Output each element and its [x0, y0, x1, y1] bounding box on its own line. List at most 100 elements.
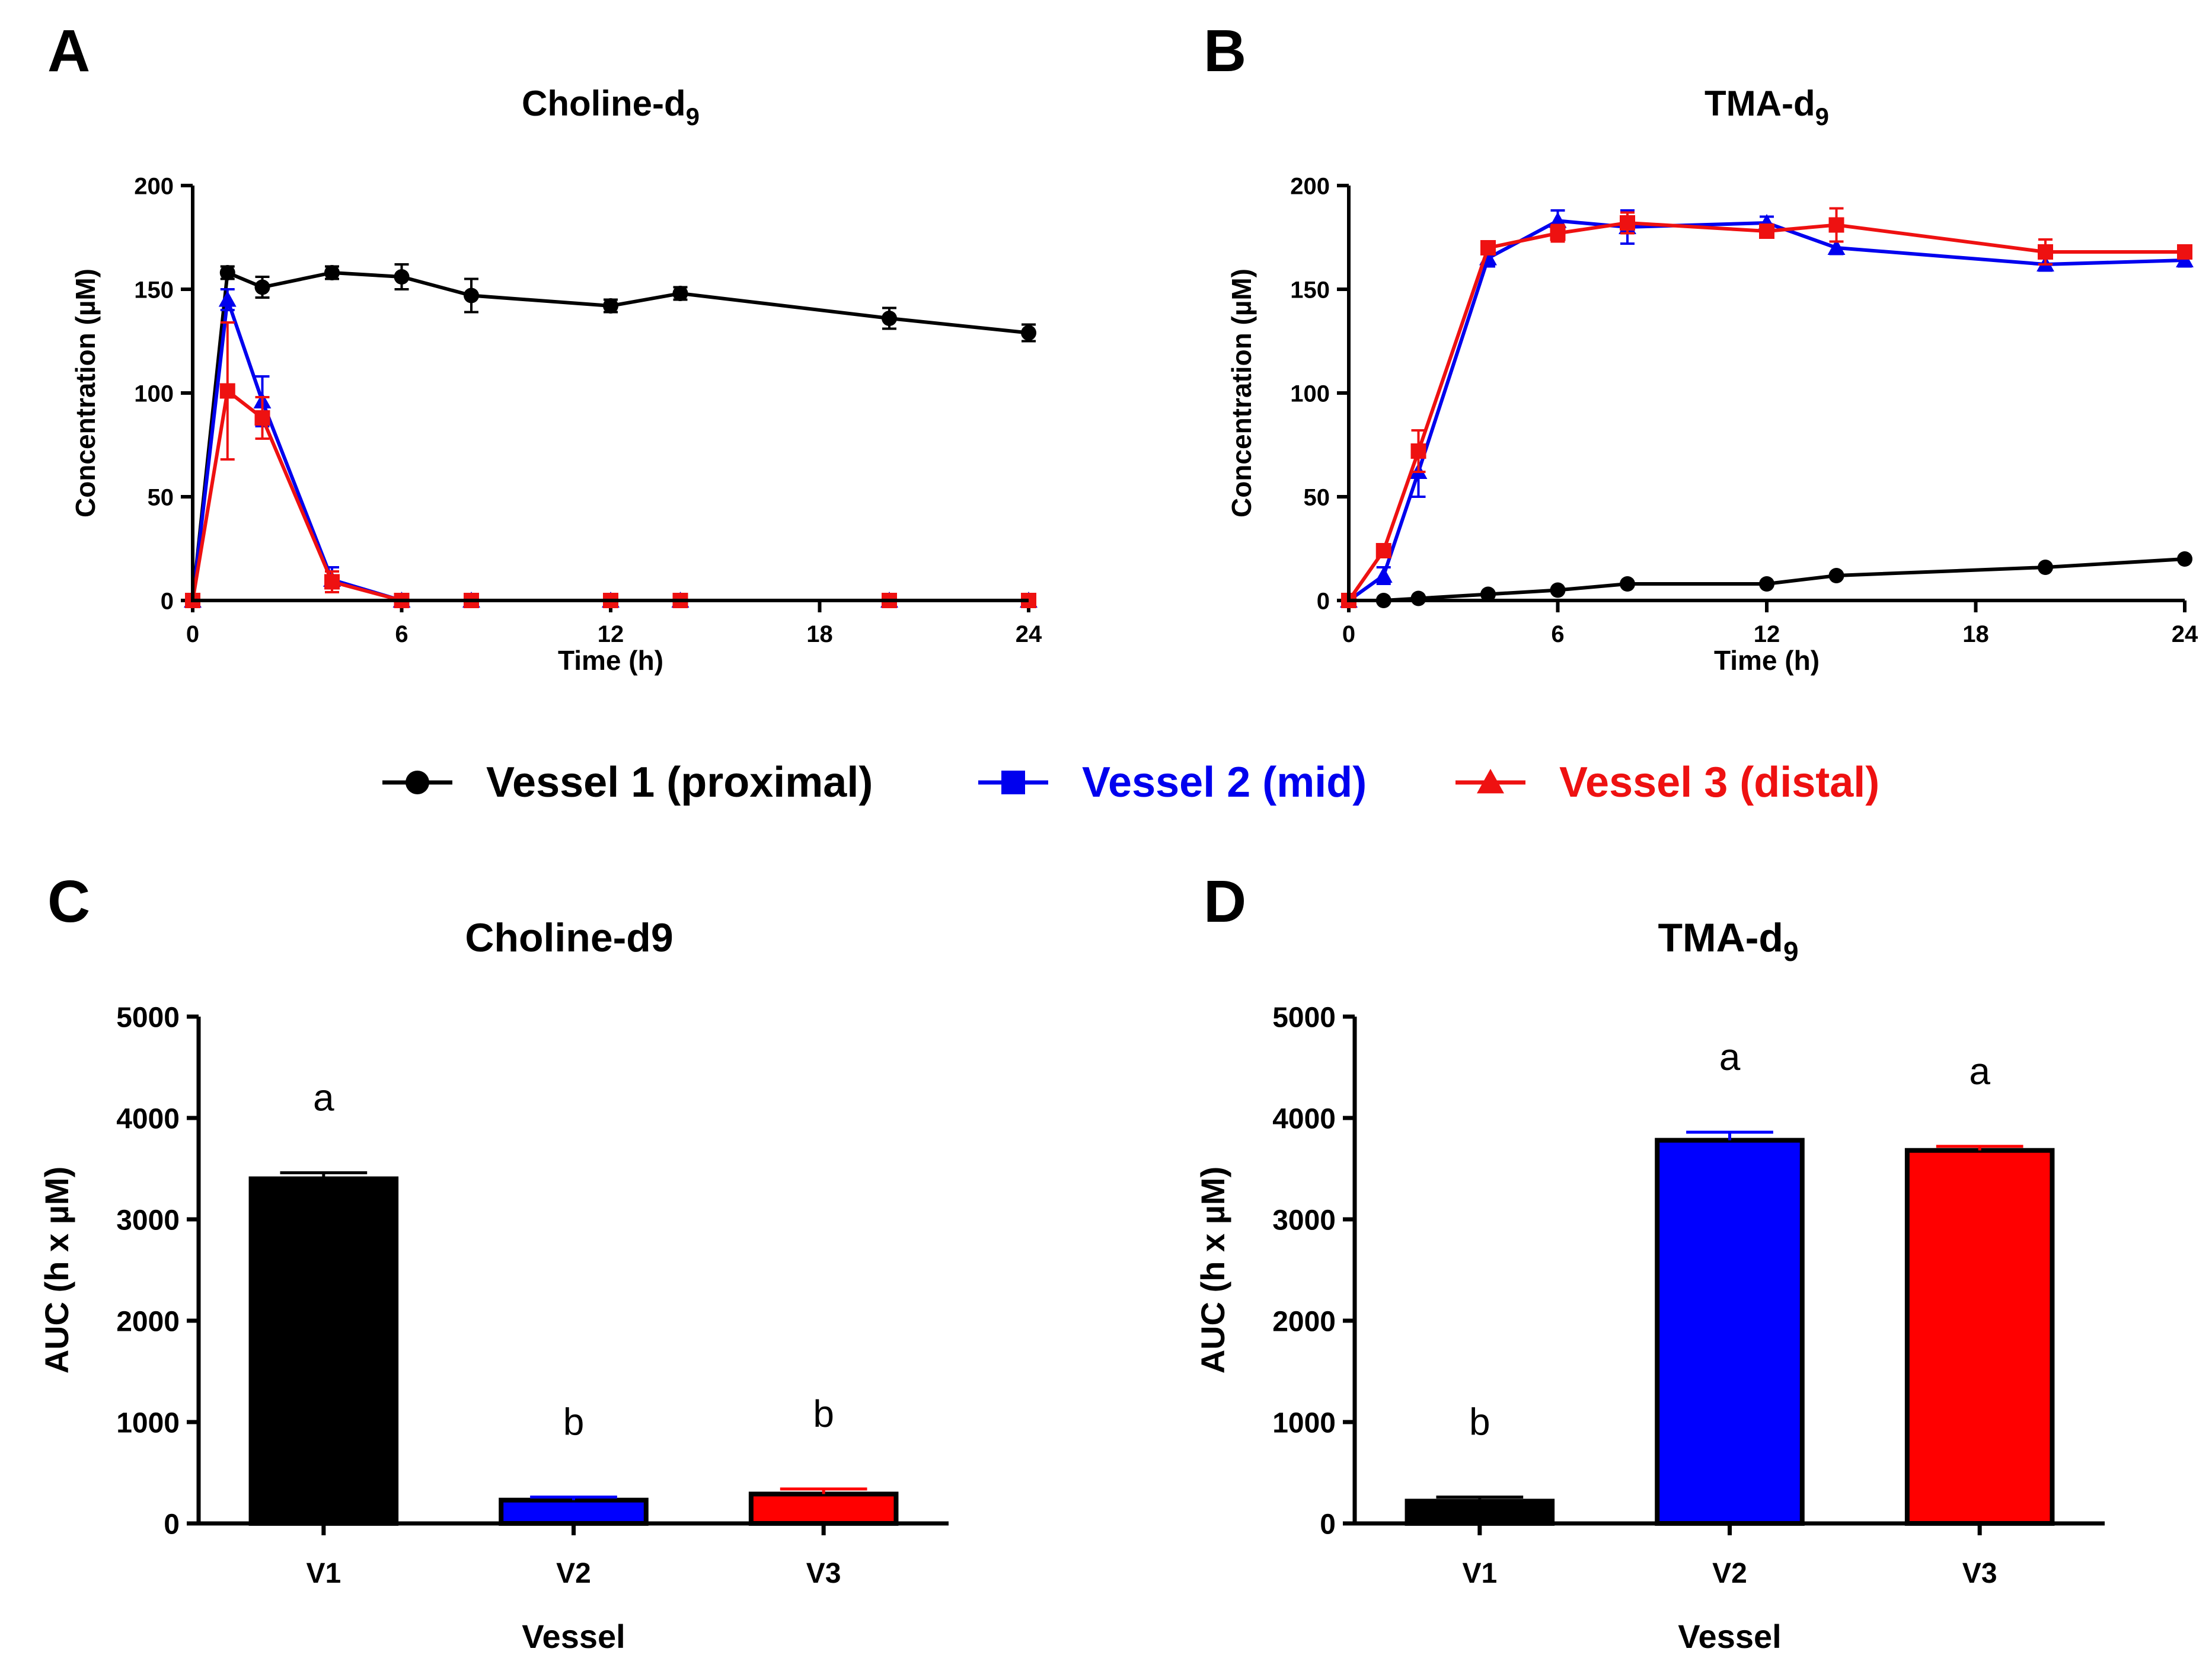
data-point	[1827, 239, 1846, 255]
legend-item-3: Vessel 3 (distal)	[1455, 759, 1879, 806]
panel-c: C Choline-d9 0 1000 2000 3000 4000 5000 AUC (h x…	[38, 868, 949, 1655]
bar-v1	[248, 1176, 399, 1526]
legend-label: Vessel 1 (proximal)	[486, 759, 873, 806]
legend-marker	[1001, 771, 1025, 794]
x-tick-label: V2	[1712, 1558, 1747, 1589]
data-point	[1828, 568, 1844, 583]
x-tick-label: 24	[2172, 621, 2198, 647]
significance-letter: a	[313, 1076, 334, 1119]
data-point	[603, 298, 618, 314]
data-point	[324, 574, 340, 590]
data-point	[2038, 244, 2053, 260]
y-tick-label: 200	[1290, 173, 1330, 199]
y-tick-label: 0	[164, 1509, 180, 1540]
data-point	[2038, 560, 2053, 575]
legend-item-1: Vessel 1 (proximal)	[382, 759, 873, 806]
data-point	[1759, 223, 1774, 239]
y-tick-label: 3000	[116, 1205, 180, 1236]
y-tick-label: 0	[1317, 588, 1330, 614]
data-point	[254, 410, 270, 426]
data-point	[1759, 576, 1774, 592]
y-tick-label: 50	[1304, 484, 1330, 510]
series-line	[1348, 219, 2185, 602]
panel-b: B TMA-d9 0 50 100 150 200 Concentration (µM) 0 6 1…	[1204, 18, 2198, 676]
data-point	[219, 265, 235, 280]
bar-v2	[499, 1497, 649, 1526]
y-tick-label: 150	[134, 277, 174, 303]
data-point	[1410, 590, 1426, 606]
data-point	[672, 286, 688, 301]
legend: Vessel 1 (proximal) Vessel 2 (mid) Vessel …	[382, 759, 1879, 806]
significance-letter: b	[563, 1401, 585, 1443]
data-point	[1480, 586, 1496, 602]
series-vessel-1-proximal-	[185, 263, 1036, 608]
legend-marker	[406, 771, 429, 794]
x-tick-label: 0	[186, 621, 199, 647]
y-axis-label: Concentration (µM)	[1226, 269, 1257, 517]
y-tick-label: 4000	[116, 1103, 180, 1135]
x-axis-label: Time (h)	[1714, 645, 1820, 676]
bar-v1	[1405, 1499, 1555, 1526]
y-tick-label: 1000	[1272, 1407, 1336, 1439]
data-point	[882, 311, 897, 326]
data-point	[2177, 551, 2192, 567]
y-tick-label: 0	[161, 588, 174, 614]
x-tick-label: V1	[1462, 1558, 1497, 1589]
data-point	[1021, 325, 1036, 341]
y-tick-label: 150	[1290, 277, 1330, 303]
y-tick-label: 2000	[116, 1306, 180, 1337]
significance-letter: b	[1469, 1401, 1490, 1443]
x-axis-label: Vessel	[522, 1618, 625, 1655]
x-tick-label: 6	[395, 621, 408, 647]
x-tick-label: V3	[806, 1558, 841, 1589]
panel-a: A Choline-d9 0 50 100 150 200 Concentration (µM…	[47, 18, 1042, 676]
bar-v3	[1904, 1148, 2055, 1526]
x-axis-label: Time (h)	[558, 645, 663, 676]
chart-title: Choline-d9	[465, 915, 673, 960]
y-tick-label: 5000	[116, 1002, 180, 1033]
y-tick-label: 50	[148, 484, 174, 510]
data-point	[1550, 225, 1566, 241]
y-axis-label: AUC (h x µM)	[1194, 1167, 1231, 1374]
panel-letter: A	[47, 18, 90, 84]
data-point	[1375, 543, 1391, 558]
x-tick-label: 0	[1342, 621, 1355, 647]
legend-marker	[1477, 769, 1504, 794]
bar-v3	[748, 1491, 899, 1526]
y-tick-label: 100	[1290, 381, 1330, 407]
data-point	[254, 279, 270, 295]
chart-title: Choline-d9	[522, 84, 700, 130]
panel-letter: B	[1204, 18, 1246, 84]
data-point	[1828, 217, 1844, 233]
panel-letter: C	[47, 868, 90, 935]
data-point	[1480, 240, 1496, 255]
x-tick-label: 24	[1016, 621, 1042, 647]
x-axis-label: Vessel	[1678, 1618, 1781, 1655]
legend-item-2: Vessel 2 (mid)	[978, 759, 1367, 806]
panel-d: D TMA-d9 0 1000 2000 3000 4000 5000 AUC (h x µM)…	[1194, 868, 2105, 1655]
data-point	[324, 265, 340, 280]
y-tick-label: 3000	[1272, 1205, 1336, 1236]
legend-label: Vessel 2 (mid)	[1082, 759, 1367, 806]
significance-letter: b	[813, 1392, 834, 1435]
series-line	[191, 270, 1029, 601]
y-tick-label: 4000	[1272, 1103, 1336, 1135]
x-tick-label: V3	[1962, 1558, 1997, 1589]
chart-title: TMA-d9	[1705, 84, 1829, 130]
y-tick-label: 5000	[1272, 1002, 1336, 1033]
chart-title: TMA-d9	[1658, 915, 1798, 967]
y-tick-label: 200	[134, 173, 174, 199]
series-line	[1347, 221, 2185, 602]
series-vessel-3-distal-	[1341, 207, 2192, 608]
data-point	[1620, 215, 1635, 231]
data-point	[394, 269, 410, 285]
significance-letter: a	[1969, 1050, 1990, 1092]
data-point	[1550, 582, 1566, 598]
significance-letter: a	[1719, 1036, 1741, 1078]
bar-v2	[1655, 1138, 1805, 1526]
x-tick-label: V1	[306, 1558, 341, 1589]
x-tick-label: 12	[1754, 621, 1780, 647]
data-point	[1620, 576, 1635, 592]
data-point	[218, 290, 237, 307]
